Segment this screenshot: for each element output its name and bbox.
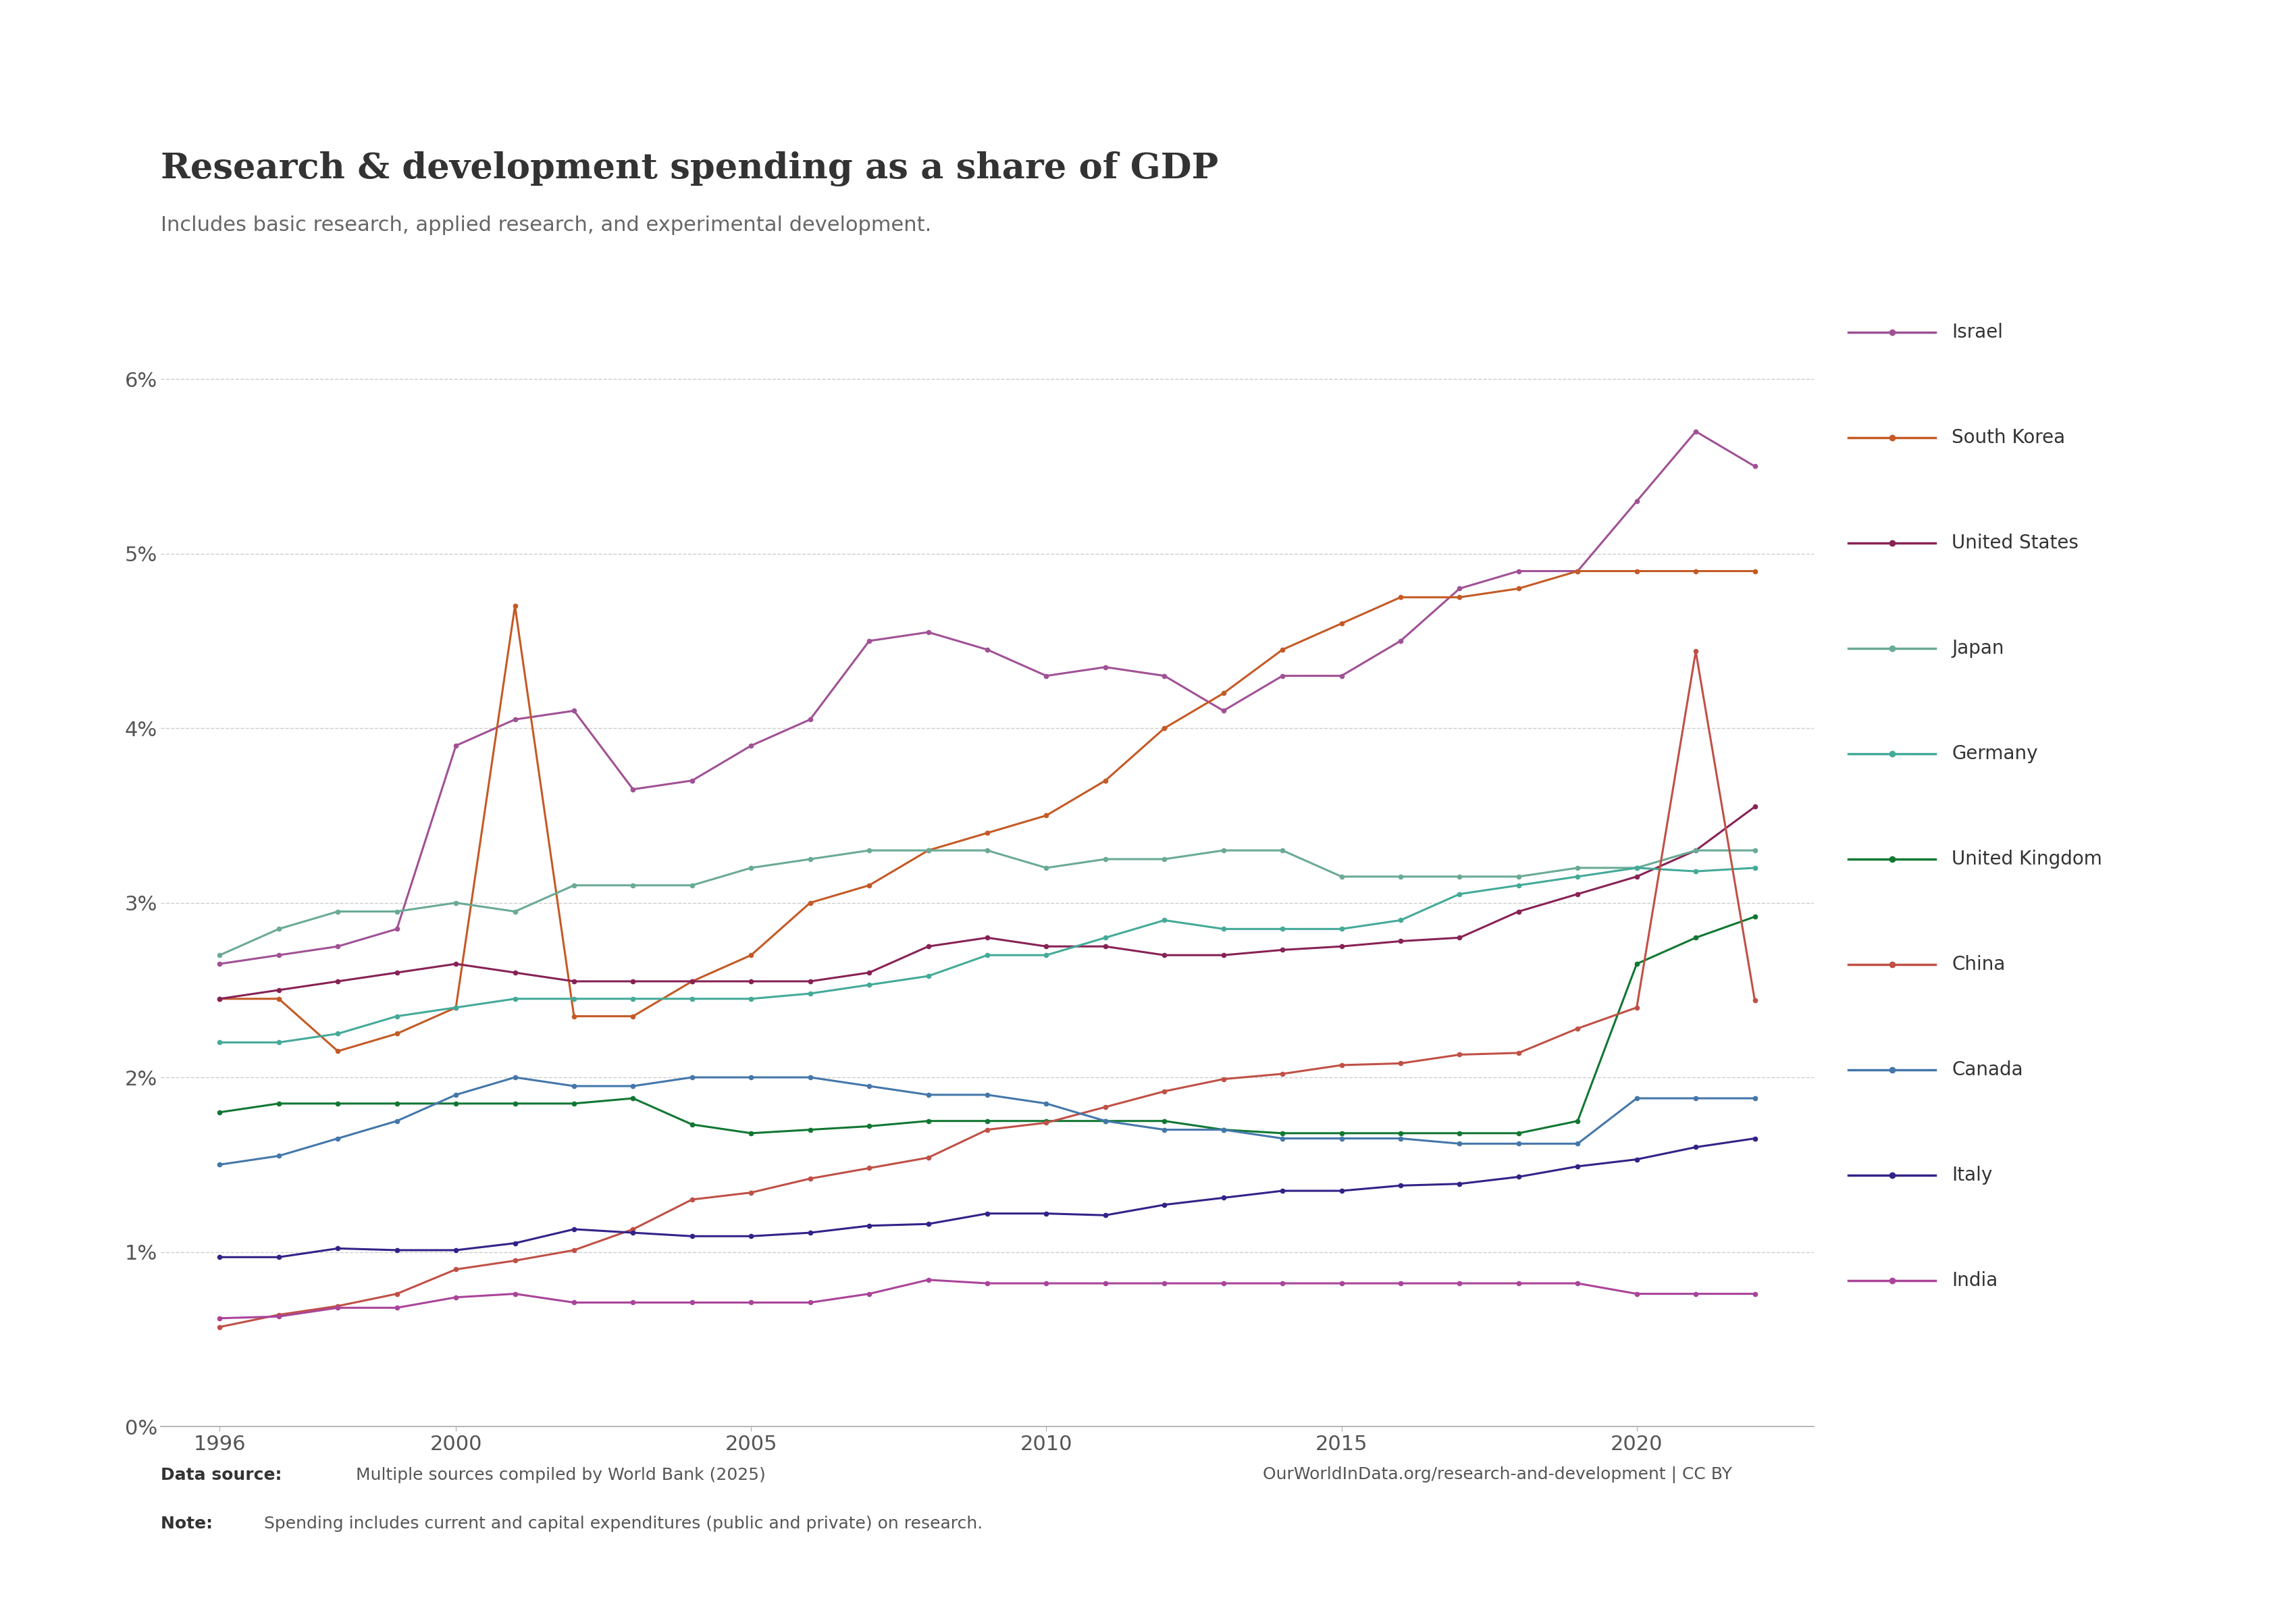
Text: OurWorldInData.org/research-and-development | CC BY: OurWorldInData.org/research-and-developm… [1263, 1467, 1731, 1483]
Text: Germany: Germany [1952, 744, 2039, 763]
Text: Canada: Canada [1952, 1060, 2023, 1080]
Text: United Kingdom: United Kingdom [1952, 849, 2103, 869]
Text: Note:: Note: [161, 1516, 218, 1532]
Text: in Data: in Data [2041, 133, 2103, 146]
Text: Our World: Our World [2030, 91, 2115, 104]
Text: Italy: Italy [1952, 1165, 1993, 1185]
Text: Japan: Japan [1952, 639, 2004, 658]
Text: South Korea: South Korea [1952, 428, 2064, 447]
Text: United States: United States [1952, 533, 2078, 553]
Text: Multiple sources compiled by World Bank (2025): Multiple sources compiled by World Bank … [356, 1467, 765, 1483]
Text: India: India [1952, 1271, 1998, 1290]
Text: Research & development spending as a share of GDP: Research & development spending as a sha… [161, 151, 1219, 186]
Text: China: China [1952, 955, 2004, 974]
Text: Includes basic research, applied research, and experimental development.: Includes basic research, applied researc… [161, 216, 932, 235]
Text: Israel: Israel [1952, 323, 2002, 342]
Text: Data source:: Data source: [161, 1467, 287, 1483]
Text: Spending includes current and capital expenditures (public and private) on resea: Spending includes current and capital ex… [264, 1516, 983, 1532]
